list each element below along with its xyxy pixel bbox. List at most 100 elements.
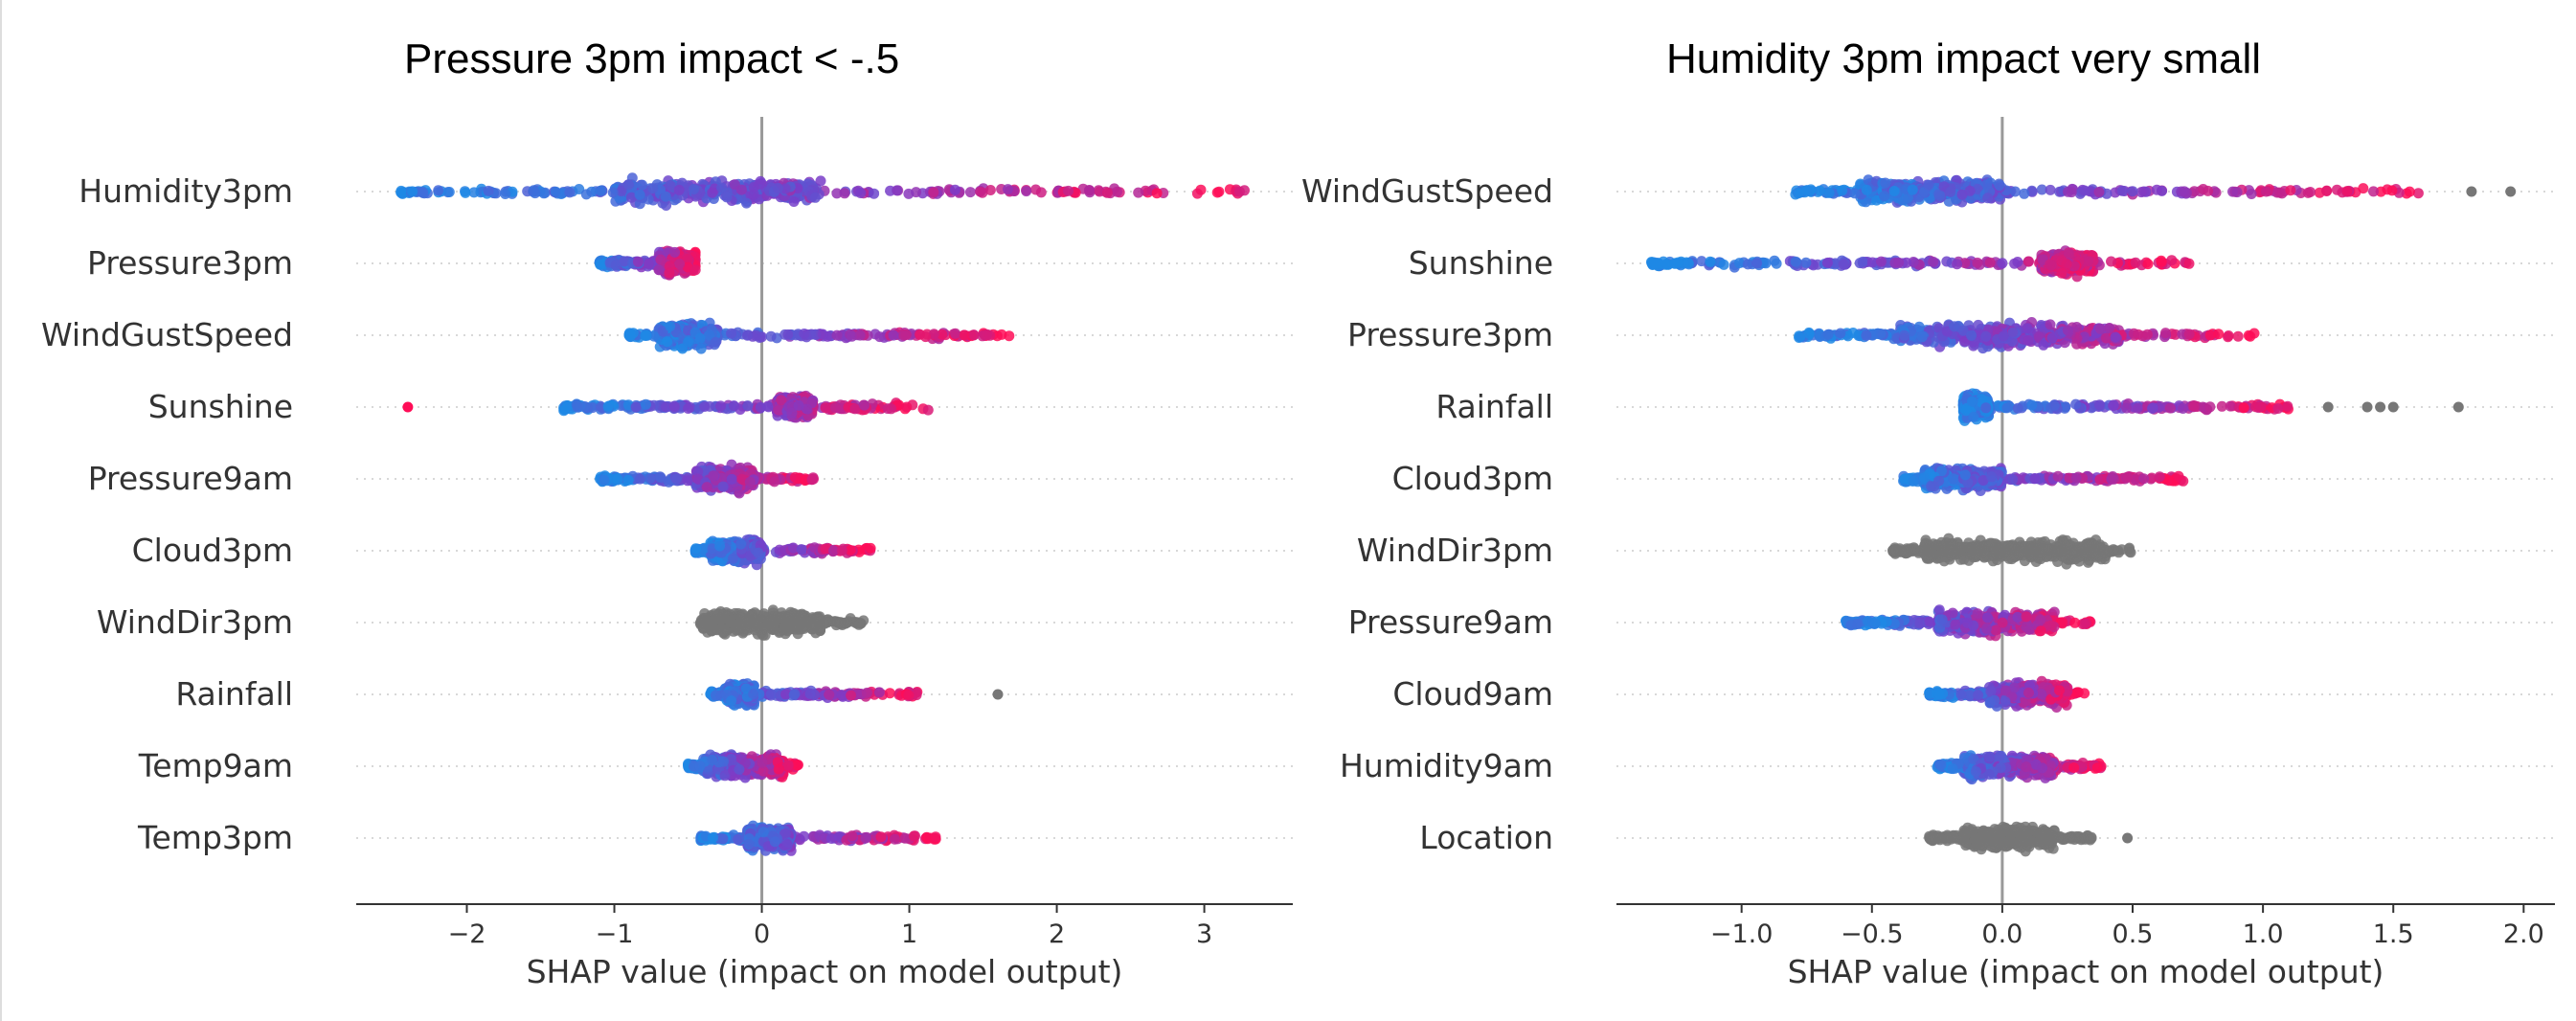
shap-dot — [574, 184, 585, 194]
shap-dot — [728, 553, 739, 564]
shap-dot — [753, 547, 764, 558]
shap-dot — [768, 622, 780, 633]
shap-dot — [623, 179, 634, 191]
shap-dot — [674, 259, 686, 270]
shap-dot — [641, 329, 652, 341]
shap-dot — [765, 330, 777, 342]
shap-dot — [903, 690, 915, 701]
shap-dot — [874, 331, 886, 343]
shap-dot — [782, 329, 794, 340]
shap-dot — [898, 329, 910, 341]
shap-dot — [799, 329, 810, 339]
shap-dot — [607, 187, 619, 198]
shap-dot — [950, 328, 961, 339]
shap-dot — [1021, 186, 1032, 197]
shap-dot — [779, 621, 790, 632]
shap-dot — [695, 343, 707, 354]
shap-dot — [647, 183, 659, 194]
shap-dot — [757, 757, 768, 768]
shap-dot — [653, 264, 665, 276]
shap-dot — [782, 760, 794, 771]
shap-dot — [788, 689, 800, 700]
shap-dot — [673, 184, 685, 195]
shap-dot — [804, 688, 816, 699]
shap-dot — [580, 189, 592, 200]
shap-dot — [865, 542, 876, 554]
shap-dot — [579, 400, 591, 412]
shap-dot — [772, 182, 783, 193]
shap-dot — [707, 187, 718, 198]
shap-dot — [744, 476, 756, 488]
shap-dot — [869, 188, 880, 199]
shap-dot — [664, 261, 675, 272]
shap-dot — [755, 401, 766, 413]
shap-dot — [683, 403, 694, 414]
shap-dot — [799, 616, 810, 627]
shap-dot — [949, 184, 960, 195]
shap-dot — [1191, 188, 1203, 199]
shap-dot — [854, 329, 866, 341]
shap-dot — [721, 192, 733, 203]
shap-dot — [612, 473, 623, 485]
shap-dot — [920, 331, 932, 343]
shap-dot — [836, 617, 847, 628]
shap-dot — [748, 181, 759, 193]
feature-row-dots — [395, 172, 1250, 211]
shap-dot — [806, 474, 818, 486]
shap-dot — [849, 403, 861, 415]
shap-dot — [831, 188, 843, 199]
shap-dot — [1112, 186, 1122, 197]
shap-dot — [602, 400, 614, 412]
left-panel: Pressure 3pm impact < -.5 Humidity3pmPre… — [41, 35, 1293, 990]
shap-dot — [699, 401, 711, 412]
shap-dot — [738, 623, 750, 634]
shap-dot — [742, 329, 753, 341]
shap-dot — [824, 689, 835, 700]
shap-dot — [708, 470, 719, 482]
shap-dot — [595, 259, 606, 270]
shap-dot — [707, 754, 718, 765]
shap-dot — [788, 196, 800, 207]
shap-dot — [634, 189, 645, 200]
shap-dot — [1211, 187, 1223, 198]
shap-dot — [853, 617, 865, 628]
shap-dot — [959, 329, 970, 341]
shap-outlier-dot — [402, 401, 414, 413]
shap-dot — [694, 760, 706, 772]
shap-dot — [418, 187, 429, 198]
shap-dot — [892, 185, 903, 196]
shap-dot — [855, 188, 867, 198]
shap-dot — [735, 538, 747, 550]
left-panel-title: Pressure 3pm impact < -.5 — [404, 35, 899, 82]
shap-dot — [922, 404, 934, 416]
shap-dot — [846, 690, 857, 701]
shap-dot — [630, 401, 642, 413]
shap-dot — [627, 328, 639, 339]
shap-dot — [1083, 185, 1095, 195]
shap-dot — [668, 400, 680, 412]
shap-dot — [599, 474, 610, 486]
shap-dot — [665, 321, 676, 332]
shap-dot — [564, 187, 576, 198]
shap-dot — [634, 473, 645, 485]
shap-dot — [886, 403, 896, 415]
shap-dot — [682, 475, 693, 487]
shap-dot — [690, 543, 702, 555]
shap-dot — [662, 336, 673, 348]
shap-dot — [1101, 187, 1113, 198]
shap-dot — [616, 186, 627, 196]
shap-dot — [830, 402, 841, 414]
shap-dot — [728, 400, 739, 412]
shap-dot — [665, 180, 676, 191]
shap-dot — [859, 399, 870, 411]
shap-dot — [793, 399, 804, 411]
shap-dot — [982, 329, 993, 340]
shap-dot — [528, 185, 539, 196]
shap-dot — [836, 545, 847, 556]
shap-dot — [836, 690, 847, 700]
shap-dot — [694, 332, 706, 344]
shap-dot — [669, 246, 681, 258]
shap-dot — [861, 687, 872, 698]
shap-dot — [724, 615, 735, 626]
shap-dot — [735, 184, 747, 195]
